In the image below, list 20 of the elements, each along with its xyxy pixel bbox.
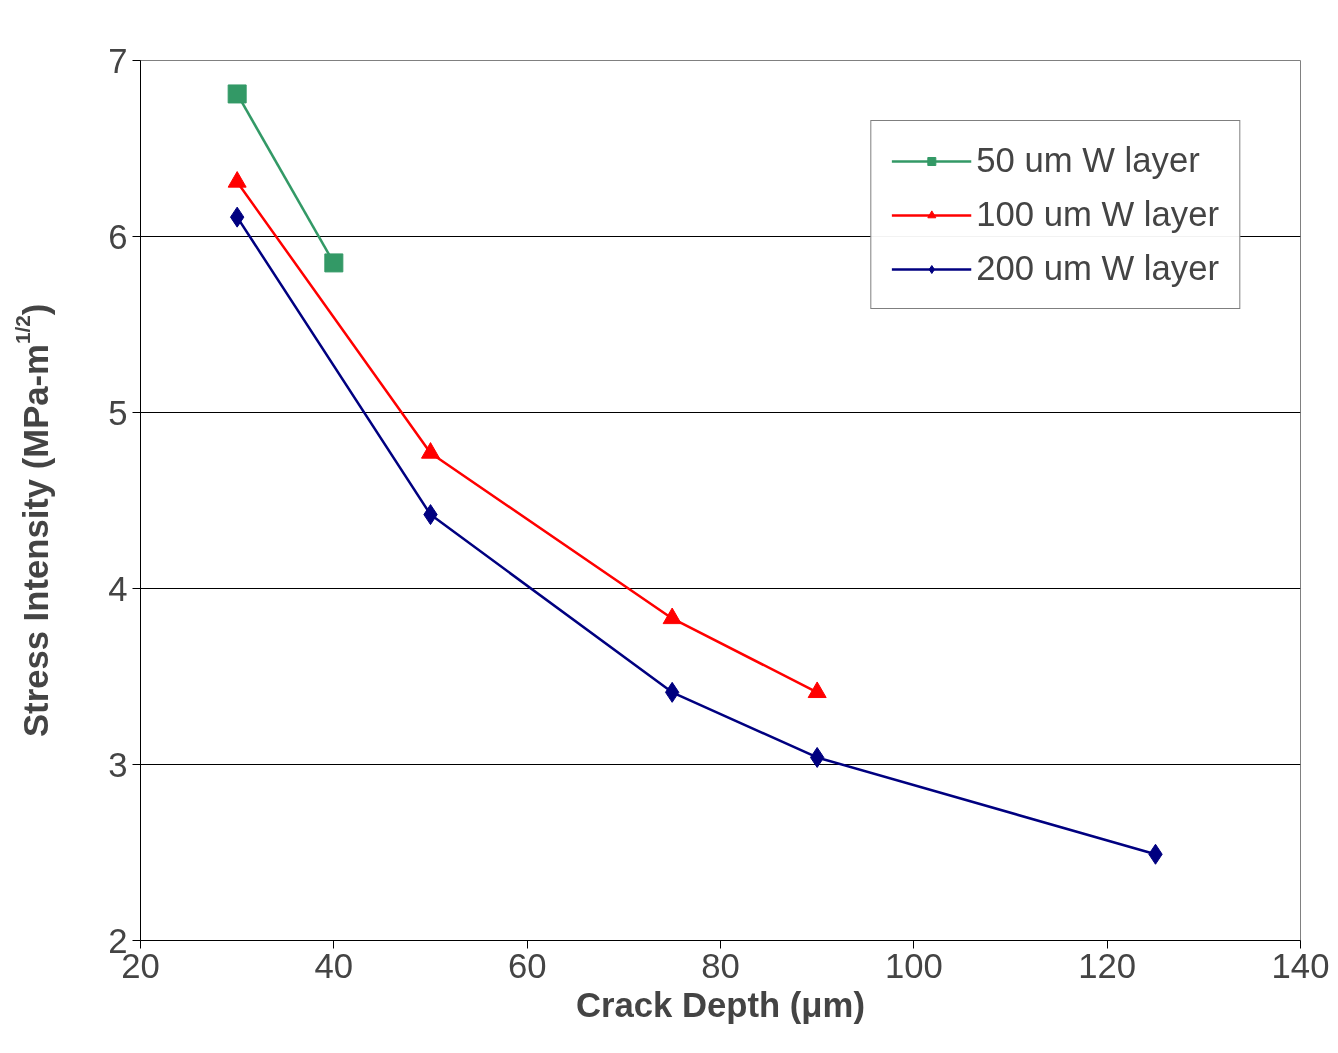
y-tick-label: 5	[108, 393, 128, 432]
x-tick-label: 40	[314, 946, 354, 985]
legend-label: 200 um W layer	[976, 249, 1219, 288]
x-tick-label: 80	[701, 946, 740, 985]
x-tick-label: 100	[884, 946, 943, 985]
y-tick-label: 6	[108, 217, 128, 256]
legend-label: 100 um W layer	[976, 195, 1219, 234]
x-tick-label: 140	[1271, 946, 1330, 985]
x-tick-label: 120	[1078, 946, 1137, 985]
point	[662, 607, 682, 625]
x-axis-title: Crack Depth (μm)	[576, 985, 865, 1024]
point	[227, 84, 247, 104]
legend-label: 50 um W layer	[976, 141, 1200, 180]
point	[324, 253, 344, 273]
point	[421, 442, 440, 459]
y-tick-label: 4	[108, 569, 128, 608]
x-tick-label: 60	[507, 946, 547, 985]
y-tick-label: 7	[108, 41, 128, 80]
y-tick-label: 3	[108, 745, 128, 784]
point	[807, 681, 827, 699]
